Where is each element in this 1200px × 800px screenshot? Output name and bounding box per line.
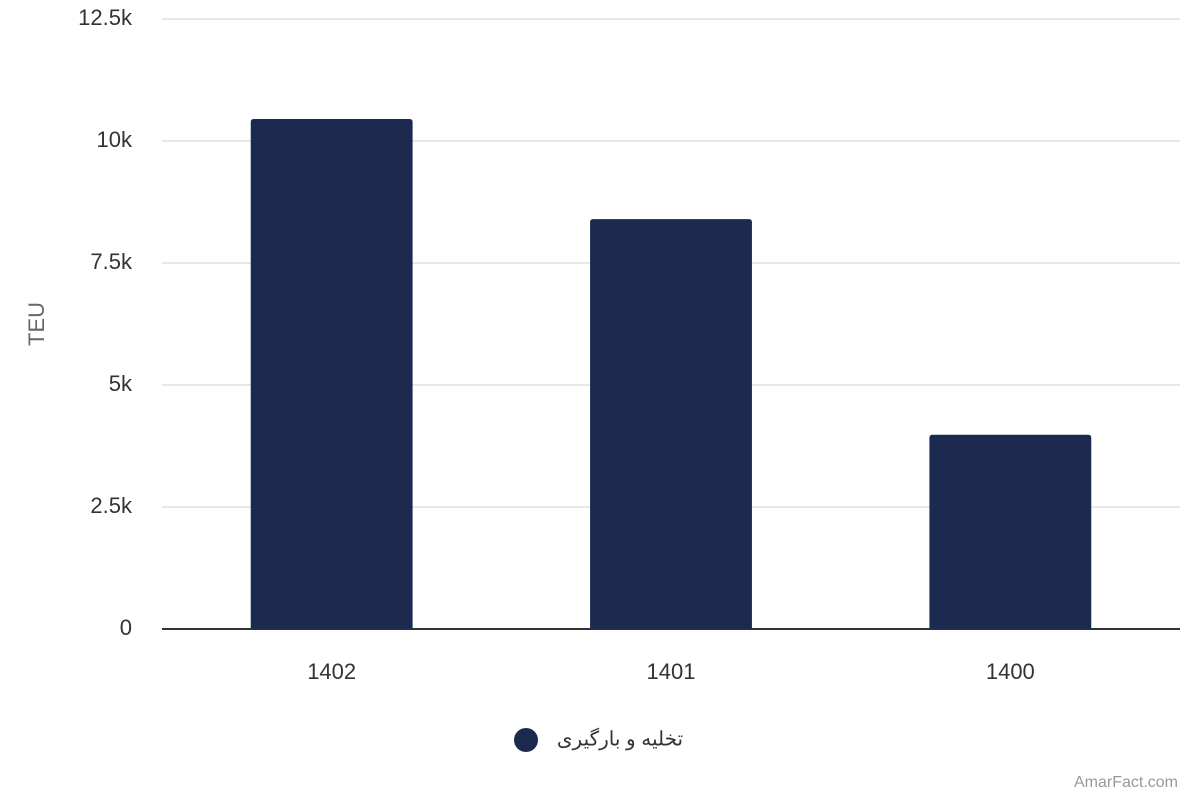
y-tick-label: 10k xyxy=(97,127,133,152)
y-tick-label: 12.5k xyxy=(78,5,133,30)
x-tick-label: 1400 xyxy=(986,659,1035,684)
y-tick-label: 7.5k xyxy=(90,249,133,274)
bar xyxy=(250,119,413,629)
y-tick-label: 0 xyxy=(120,615,132,640)
legend-label: تخلیه و بارگیری xyxy=(557,727,683,750)
y-tick-label: 2.5k xyxy=(90,493,133,518)
y-axis-label: TEU xyxy=(24,302,49,346)
y-tick-label: 5k xyxy=(109,371,133,396)
bar xyxy=(590,219,752,629)
bar xyxy=(929,434,1092,629)
legend-marker xyxy=(514,728,538,752)
x-tick-label: 1401 xyxy=(647,659,696,684)
x-tick-label: 1402 xyxy=(307,659,356,684)
credit: AmarFact.com xyxy=(1074,774,1178,791)
